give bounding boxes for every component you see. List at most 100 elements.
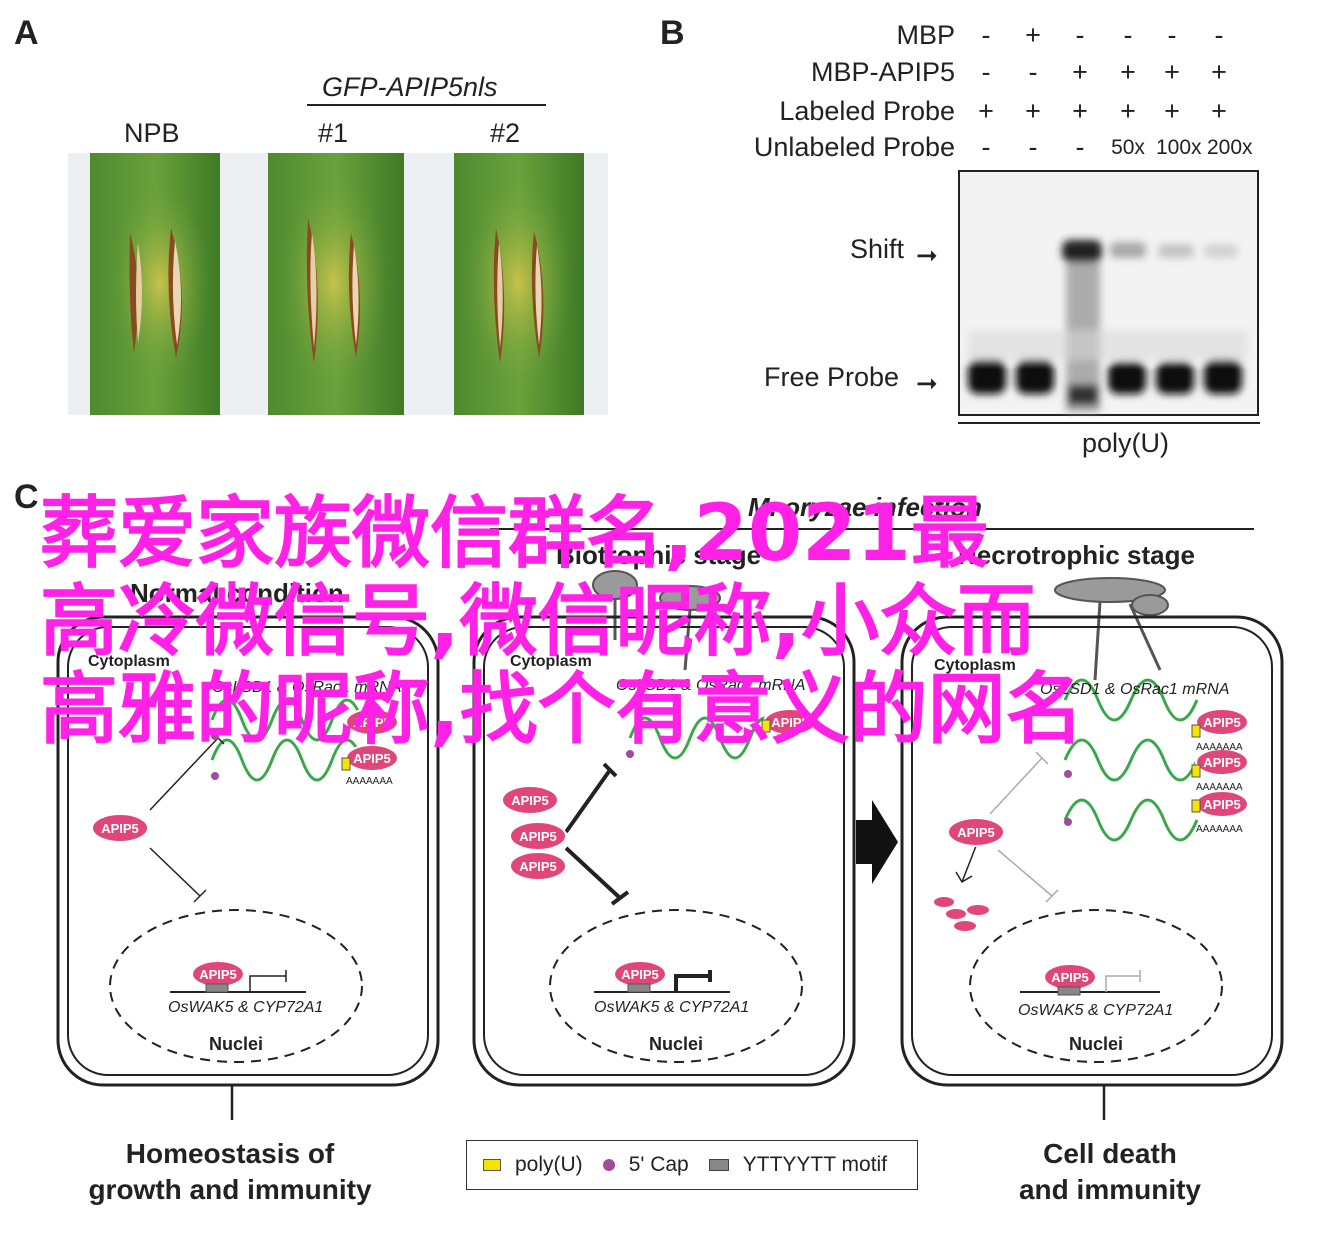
- apip5-label: APIP5: [519, 829, 557, 844]
- legend-motif: YTTYYTT motif: [742, 1153, 888, 1176]
- sign: +: [1120, 96, 1136, 126]
- apip5-label: APIP5: [101, 821, 139, 836]
- progression-arrow-icon: [856, 800, 898, 884]
- panel-a-label: A: [14, 14, 39, 52]
- apip5-protein-icon: [91, 708, 1249, 991]
- outcome-line: Cell death: [1043, 1138, 1177, 1169]
- cap-swatch-icon: [602, 1159, 615, 1171]
- genes-label: OsWAK5 & CYP72A1: [168, 999, 323, 1016]
- apip5-label: APIP5: [957, 825, 995, 840]
- overlay-line: 葬爱家族微信群名,2021最: [40, 489, 989, 579]
- legend-cap: 5' Cap: [628, 1153, 689, 1176]
- sign: -: [1123, 20, 1133, 50]
- genes-label: OsWAK5 & CYP72A1: [594, 999, 749, 1016]
- panel-b-label: B: [660, 14, 685, 52]
- polya-label: AAAAAAA: [346, 776, 393, 787]
- construct-bracket: [307, 104, 546, 106]
- apip5-label: APIP5: [519, 859, 557, 874]
- cytoplasm-label: Cytoplasm: [510, 653, 592, 670]
- outcome-line: growth and immunity: [88, 1174, 372, 1205]
- nuclei-label: Nuclei: [1069, 1034, 1123, 1054]
- free-probe-arrow-icon: ➞: [916, 368, 938, 398]
- polyu-swatch-icon: [483, 1159, 501, 1171]
- probe-label: poly(U): [1082, 428, 1170, 458]
- sign: +: [1072, 96, 1088, 126]
- legend: poly(U) 5' Cap YTTYYTT motif: [466, 1140, 918, 1190]
- sign: +: [1211, 57, 1227, 87]
- sign: -: [1167, 20, 1177, 50]
- mrna-label: OsLSD1 & OsRac1 mRNA: [616, 677, 805, 694]
- legend-polyu: poly(U): [515, 1153, 583, 1176]
- panel-c-label: C: [14, 478, 39, 516]
- sign: -: [1075, 132, 1085, 162]
- normal-condition-label: Normal condition: [130, 578, 344, 608]
- necrotrophic-stage-label: Necrotrophic stage: [958, 540, 1195, 570]
- mechanism-diagram: APIP5 APIP5 APIP5 APIP5 APIP5 APIP5 APIP…: [56, 570, 1284, 1120]
- apip5-label: APIP5: [1203, 755, 1241, 770]
- leaf-npb: [90, 153, 220, 415]
- outcome-cell-death: Cell death and immunity: [970, 1136, 1250, 1208]
- biotrophic-stage-label: Biotrophic stage: [556, 540, 762, 570]
- fungus-icon: [592, 570, 1169, 616]
- infection-bracket: [490, 528, 1254, 530]
- overlay-line: 高冷微信号,微信昵称,小众而: [40, 577, 1036, 667]
- sign: 100x: [1156, 136, 1202, 159]
- sign: 200x: [1207, 136, 1253, 159]
- cytoplasm-label: Cytoplasm: [934, 657, 1016, 674]
- construct-label: GFP-APIP5nls: [322, 72, 498, 102]
- row-label-labeled-probe: Labeled Probe: [779, 96, 955, 126]
- polya-label: AAAAAAA: [1196, 782, 1243, 793]
- infection-title: M. oryzae infection: [748, 492, 983, 522]
- row-label-mbp: MBP: [896, 20, 955, 50]
- row-label-mbp-apip5: MBP-APIP5: [810, 57, 955, 87]
- polya-label: AAAAAAA: [1196, 824, 1243, 835]
- sign: -: [1214, 20, 1224, 50]
- nucleus-normal: [109, 909, 363, 1063]
- mrna-label: OsLSD1 & OsRac1 mRNA: [1040, 681, 1229, 698]
- genes-label: OsWAK5 & CYP72A1: [1018, 1002, 1173, 1019]
- sign: +: [978, 96, 994, 126]
- sign: -: [1075, 20, 1085, 50]
- mrna-label: OsLSD1 & OsRac1 mRNA: [212, 679, 401, 696]
- sign: +: [1025, 96, 1041, 126]
- nucleus-necrotrophic: [969, 909, 1223, 1063]
- overlay-title: 葬爱家族微信群名,2021最 高冷微信号,微信昵称,小众而 高雅的昵称,找个有意…: [40, 490, 1300, 754]
- apip5-label: APIP5: [353, 715, 391, 730]
- cell-normal: [56, 615, 440, 1087]
- leaf-line-1: [268, 153, 404, 415]
- motif-swatch-icon: [708, 1159, 729, 1171]
- cell-necrotrophic: [900, 615, 1284, 1087]
- emsa-gel: [958, 170, 1260, 424]
- apip5-label: APIP5: [199, 967, 237, 982]
- sign: +: [1211, 96, 1227, 126]
- sign: +: [1164, 57, 1180, 87]
- sample-label-npb: NPB: [124, 118, 180, 148]
- cytoplasm-label: Cytoplasm: [88, 653, 170, 670]
- nuclei-label: Nuclei: [209, 1034, 263, 1054]
- free-probe-label: Free Probe: [764, 362, 900, 392]
- sign: +: [1072, 57, 1088, 87]
- sign: -: [981, 57, 991, 87]
- sign: -: [1028, 57, 1038, 87]
- sign: 50x: [1111, 136, 1145, 159]
- apip5-label: APIP5: [353, 751, 391, 766]
- sign: +: [1120, 57, 1136, 87]
- apip5-label: APIP5: [621, 967, 659, 982]
- outcome-homeostasis: Homeostasis of growth and immunity: [60, 1136, 400, 1208]
- sign: -: [1028, 132, 1038, 162]
- leaf-line-2: [454, 153, 584, 415]
- outcome-line: Homeostasis of: [125, 1138, 335, 1169]
- apip5-label: APIP5: [1203, 797, 1241, 812]
- apip5-label: APIP5: [771, 715, 809, 730]
- apip5-label: APIP5: [511, 793, 549, 808]
- sample-label-2: #2: [490, 118, 521, 148]
- apip5-label: APIP5: [1051, 970, 1089, 985]
- apip5-label: APIP5: [1203, 715, 1241, 730]
- leaf-lesion-photo: [68, 153, 608, 415]
- nuclei-label: Nuclei: [649, 1034, 703, 1054]
- shift-arrow-icon: ➞: [916, 240, 938, 270]
- sign: +: [1164, 96, 1180, 126]
- polya-label: AAAAAAA: [1196, 742, 1243, 753]
- sign: -: [981, 20, 991, 50]
- nucleus-biotrophic: [549, 909, 803, 1063]
